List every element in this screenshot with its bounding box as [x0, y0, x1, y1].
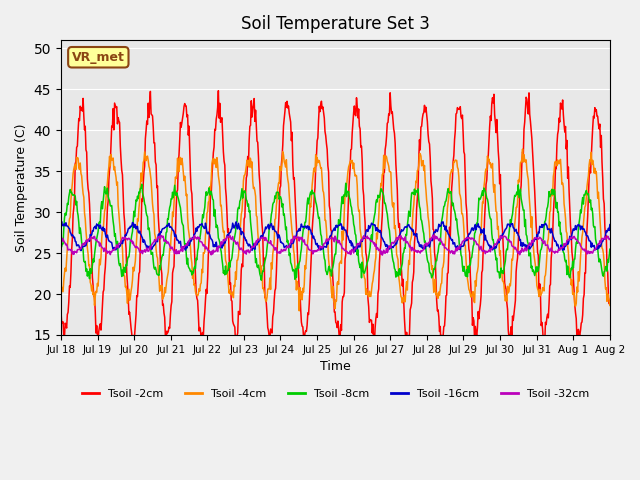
Tsoil -2cm [393, 175, 401, 180]
Tsoil -32cm [378, 252, 386, 258]
Tsoil -4cm [424, 204, 431, 209]
Title: Soil Temperature Set 3: Soil Temperature Set 3 [241, 15, 430, 33]
Tsoil -4cm [222, 260, 230, 265]
Tsoil -8cm [257, 277, 265, 283]
Tsoil -32cm [57, 236, 65, 241]
Y-axis label: Soil Temperature (C): Soil Temperature (C) [15, 123, 28, 252]
Tsoil -16cm [271, 228, 279, 234]
Line: Tsoil -8cm: Tsoil -8cm [61, 183, 610, 280]
Tsoil -2cm [424, 119, 431, 124]
Tsoil -2cm [214, 88, 222, 94]
Tsoil -8cm [57, 245, 65, 251]
Tsoil -8cm [394, 270, 401, 276]
Tsoil -8cm [271, 193, 279, 199]
Tsoil -32cm [424, 240, 431, 246]
Line: Tsoil -16cm: Tsoil -16cm [61, 221, 610, 252]
X-axis label: Time: Time [320, 360, 351, 373]
Tsoil -8cm [342, 180, 349, 186]
Legend: Tsoil -2cm, Tsoil -4cm, Tsoil -8cm, Tsoil -16cm, Tsoil -32cm: Tsoil -2cm, Tsoil -4cm, Tsoil -8cm, Tsoi… [77, 384, 593, 403]
Tsoil -32cm [606, 237, 614, 242]
Tsoil -8cm [250, 245, 257, 251]
Tsoil -16cm [606, 222, 614, 228]
Tsoil -16cm [424, 242, 432, 248]
Tsoil -4cm [270, 238, 278, 244]
Tsoil -16cm [250, 241, 258, 247]
Tsoil -4cm [57, 298, 65, 303]
Tsoil -2cm [223, 210, 231, 216]
Tsoil -8cm [122, 269, 129, 275]
Tsoil -32cm [270, 245, 278, 251]
Tsoil -4cm [122, 284, 129, 290]
Tsoil -16cm [122, 233, 130, 239]
Tsoil -4cm [393, 252, 401, 257]
Tsoil -4cm [296, 308, 303, 314]
Tsoil -16cm [58, 218, 65, 224]
Tsoil -4cm [606, 302, 614, 308]
Tsoil -2cm [57, 307, 65, 312]
Tsoil -4cm [250, 186, 257, 192]
Tsoil -16cm [57, 221, 65, 227]
Tsoil -16cm [223, 233, 231, 239]
Line: Tsoil -4cm: Tsoil -4cm [61, 149, 610, 311]
Tsoil -4cm [518, 146, 526, 152]
Tsoil -32cm [393, 235, 401, 240]
Tsoil -2cm [606, 299, 614, 304]
Tsoil -8cm [222, 271, 230, 277]
Tsoil -32cm [429, 232, 437, 238]
Tsoil -32cm [222, 237, 230, 242]
Tsoil -2cm [122, 237, 129, 242]
Text: VR_met: VR_met [72, 51, 125, 64]
Tsoil -32cm [122, 235, 129, 241]
Tsoil -2cm [437, 342, 445, 348]
Tsoil -8cm [424, 259, 432, 265]
Tsoil -32cm [250, 244, 257, 250]
Tsoil -2cm [250, 96, 258, 101]
Tsoil -16cm [351, 249, 359, 254]
Tsoil -2cm [271, 288, 279, 294]
Line: Tsoil -2cm: Tsoil -2cm [61, 91, 610, 345]
Line: Tsoil -32cm: Tsoil -32cm [61, 235, 610, 255]
Tsoil -8cm [606, 246, 614, 252]
Tsoil -16cm [394, 238, 401, 243]
